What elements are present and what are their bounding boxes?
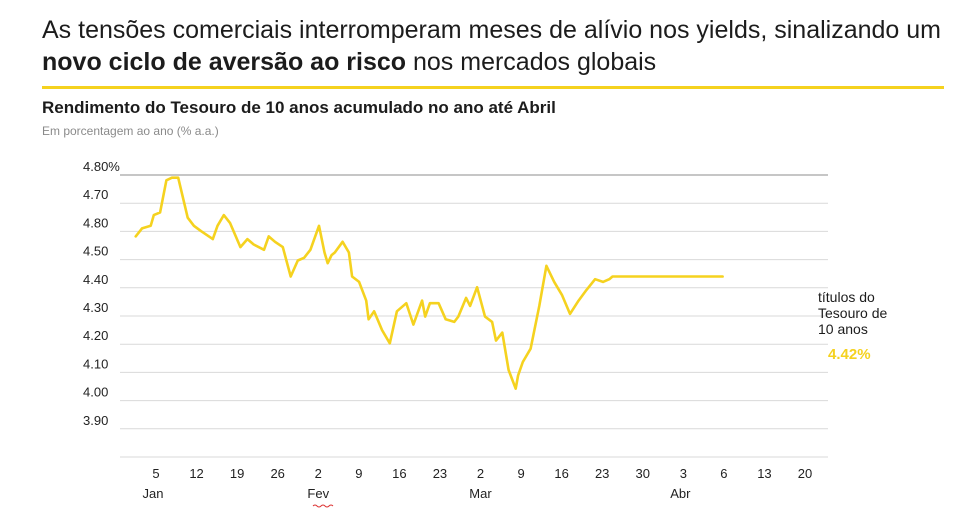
y-tick-label: 4.10 bbox=[83, 356, 108, 371]
x-tick-label: 2 bbox=[315, 466, 322, 481]
y-tick-label: 4.80% bbox=[83, 159, 120, 174]
x-tick-label: 23 bbox=[433, 466, 447, 481]
y-tick-label: 4.30 bbox=[83, 300, 108, 315]
headline-divider bbox=[42, 86, 944, 89]
headline-part1: As tensões comerciais interromperam mese… bbox=[42, 16, 941, 44]
headline: As tensões comerciais interromperam mese… bbox=[42, 14, 942, 78]
spellcheck-underline bbox=[312, 504, 334, 508]
annotation-label: 10 anos bbox=[818, 321, 868, 337]
y-tick-label: 4.50 bbox=[83, 244, 108, 259]
x-tick-label: 26 bbox=[270, 466, 284, 481]
headline-bold: novo ciclo de aversão ao risco bbox=[42, 48, 407, 76]
x-tick-label: 16 bbox=[392, 466, 406, 481]
month-label: Jan bbox=[143, 486, 164, 501]
month-label: Abr bbox=[670, 486, 691, 501]
y-tick-label: 4.40 bbox=[83, 272, 108, 287]
chart-subtitle: Em porcentagem ao ano (% a.a.) bbox=[42, 124, 219, 138]
x-tick-label: 6 bbox=[720, 466, 727, 481]
x-tick-label: 23 bbox=[595, 466, 609, 481]
y-tick-label: 4.70 bbox=[83, 187, 108, 202]
y-tick-label: 4.20 bbox=[83, 328, 108, 343]
series-line-treasury-10y bbox=[134, 176, 724, 391]
month-label: Mar bbox=[469, 486, 492, 501]
annotation-value: 4.42% bbox=[828, 346, 871, 363]
x-tick-label: 12 bbox=[189, 466, 203, 481]
y-tick-label: 4.80 bbox=[83, 215, 108, 230]
x-tick-label: 19 bbox=[230, 466, 244, 481]
x-tick-label: 16 bbox=[554, 466, 568, 481]
x-tick-label: 9 bbox=[355, 466, 362, 481]
x-tick-label: 9 bbox=[517, 466, 524, 481]
headline-part2: nos mercados globais bbox=[406, 48, 657, 76]
x-tick-label: 3 bbox=[680, 466, 687, 481]
y-tick-label: 4.00 bbox=[83, 385, 108, 400]
y-tick-label: 3.90 bbox=[83, 413, 108, 428]
x-tick-label: 30 bbox=[636, 466, 650, 481]
x-tick-label: 2 bbox=[477, 466, 484, 481]
x-tick-label: 20 bbox=[798, 466, 812, 481]
chart-title: Rendimento do Tesouro de 10 anos acumula… bbox=[42, 98, 556, 117]
annotation-label: títulos do bbox=[818, 289, 875, 305]
x-tick-label: 5 bbox=[152, 466, 159, 481]
annotation-label: Tesouro de bbox=[818, 305, 887, 321]
x-tick-label: 13 bbox=[757, 466, 771, 481]
month-label: Fev bbox=[307, 486, 329, 501]
